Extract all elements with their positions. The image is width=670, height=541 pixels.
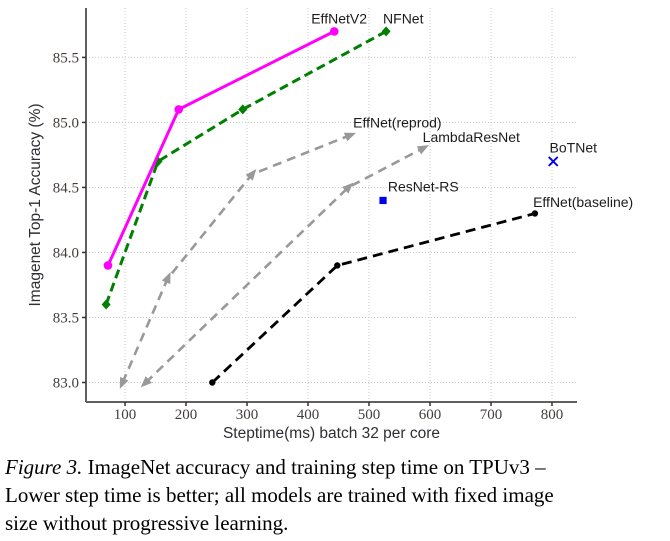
caption-line2: Lower step time is better; all models ar… [5, 483, 554, 507]
label-effnet-baseline-: EffNet(baseline) [533, 194, 633, 210]
data-point [174, 105, 184, 114]
data-point [103, 261, 113, 270]
series-line [106, 30, 335, 267]
axes [85, 8, 577, 403]
gridlines [86, 8, 577, 402]
series-effnet-reprod- [119, 132, 356, 389]
label-nfnet: NFNet [383, 11, 424, 27]
series-lambdaresnet [140, 145, 429, 388]
series-nfnet [101, 26, 391, 310]
data-point [119, 376, 129, 389]
label-effnetv2: EffNetV2 [311, 11, 367, 27]
data-point [379, 196, 387, 205]
series-line [144, 147, 424, 384]
series-line [211, 212, 536, 384]
y-tick-label: 85.5 [53, 50, 79, 66]
x-tick-label: 600 [419, 407, 442, 423]
data-point [140, 376, 152, 388]
data-point [161, 272, 171, 285]
label-resnet-rs: ResNet-RS [388, 178, 459, 194]
figure3-chart: 100 200 300 400 500 600 700 800 83.0 83.5 84.0 84.5… [27, 8, 633, 442]
x-tick-label: 300 [236, 407, 259, 423]
series-botnet [548, 156, 559, 167]
data-point [101, 299, 111, 310]
x-tick-label: 400 [297, 407, 320, 423]
data-point [209, 379, 216, 386]
data-point [238, 104, 248, 115]
y-tick-label: 85.0 [53, 115, 79, 131]
caption-line3: size without progressive learning. [5, 511, 289, 535]
figure-number: Figure 3. [5, 455, 83, 479]
label-lambdaresnet: LambdaResNet [423, 129, 520, 145]
y-axis-label: Imagenet Top-1 Accuracy (%) [27, 103, 44, 306]
series-line [121, 134, 350, 384]
y-tick-label: 84.5 [53, 180, 79, 196]
x-tick-label: 800 [541, 407, 564, 423]
series-resnet-rs [379, 196, 387, 205]
data-point [342, 182, 354, 194]
x-tick-label: 700 [480, 407, 503, 423]
data-point [334, 262, 341, 269]
data-point [343, 132, 356, 142]
x-tick-label: 100 [114, 407, 137, 423]
label-effnet-reprod-: EffNet(reprod) [353, 115, 441, 131]
label-botnet: BoTNet [550, 139, 598, 155]
data-point [416, 145, 429, 155]
y-tick-label: 84.0 [53, 245, 79, 261]
data-point [381, 26, 391, 37]
series-effnet-baseline- [209, 210, 539, 386]
data-point [329, 27, 339, 36]
x-tick-label: 200 [175, 407, 198, 423]
series-effnetv2 [103, 27, 339, 270]
y-tick-label: 83.5 [53, 310, 79, 326]
series-line [104, 30, 387, 306]
y-tick-label: 83.0 [53, 375, 79, 391]
caption-line1: ImageNet accuracy and training step time… [87, 455, 546, 479]
x-tick-label: 500 [358, 407, 381, 423]
figure-caption: Figure 3. ImageNet accuracy and training… [5, 453, 666, 537]
data-point [245, 169, 257, 181]
data-point [531, 210, 539, 217]
data-point [548, 156, 559, 167]
tick-marks [82, 56, 553, 406]
x-axis-label: Steptime(ms) batch 32 per core [223, 425, 440, 442]
